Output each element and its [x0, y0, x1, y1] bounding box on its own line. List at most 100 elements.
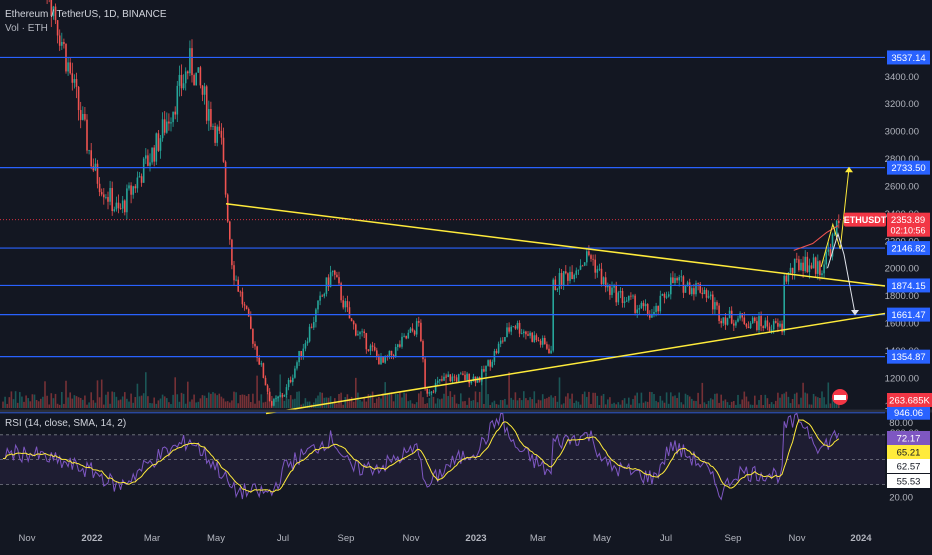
volume-bar	[306, 401, 309, 408]
volume-bar	[464, 401, 466, 408]
volume-bar	[294, 398, 296, 408]
volume-bar	[222, 398, 225, 408]
candle-body	[365, 333, 368, 350]
rsi-line	[2, 412, 840, 501]
volume-bar	[640, 392, 643, 408]
candle-body	[682, 276, 685, 293]
volume-bar	[380, 398, 382, 408]
candle-body	[739, 313, 741, 319]
candle-body	[632, 295, 634, 297]
candle-body	[357, 334, 359, 336]
volume-bar	[667, 403, 670, 408]
volume-bar	[226, 401, 229, 408]
candle-body	[817, 261, 819, 274]
candle-body	[451, 376, 454, 382]
candle-body	[586, 251, 588, 263]
candle-body	[491, 361, 494, 367]
volume-bar	[94, 402, 97, 408]
candle-body	[98, 183, 101, 193]
candle-body	[716, 302, 718, 306]
volume-bar	[287, 399, 290, 408]
volume-bar	[699, 404, 701, 408]
candle-body	[819, 261, 821, 276]
candle-body	[418, 321, 420, 323]
volume-bar	[98, 397, 101, 408]
volume-bar	[499, 399, 502, 408]
candle-body	[231, 239, 233, 266]
candle-body	[800, 262, 802, 271]
candle-body	[466, 373, 468, 380]
candle-body	[554, 279, 557, 290]
volume-bar	[539, 400, 542, 408]
candle-body	[424, 359, 426, 389]
rsi-value-label: 55.53	[897, 477, 921, 488]
candle-body	[163, 119, 166, 133]
candle-body	[684, 285, 687, 293]
volume-bar	[12, 399, 15, 408]
volume-bar	[649, 391, 651, 408]
candle-body	[142, 158, 145, 183]
volume-bar	[739, 404, 741, 408]
candle-body	[693, 288, 695, 295]
candle-body	[277, 396, 279, 399]
volume-bar	[730, 401, 733, 408]
candle-body	[531, 332, 533, 342]
candle-body	[657, 305, 659, 312]
volume-bar	[369, 394, 372, 408]
volume-bar	[145, 372, 147, 408]
candle-body	[653, 311, 655, 315]
volume-bar	[77, 397, 80, 408]
candle-body	[583, 262, 586, 266]
candle-body	[346, 301, 349, 308]
volume-bar	[604, 404, 607, 408]
volume-bar	[642, 402, 645, 408]
volume-bar	[682, 404, 685, 408]
volume-bar	[184, 403, 187, 408]
volume-bar	[558, 377, 561, 408]
volume-bar	[569, 398, 571, 408]
volume-bar	[56, 403, 59, 408]
volume-bar	[661, 400, 664, 408]
volume-bar	[445, 374, 447, 408]
candle-body	[294, 368, 296, 378]
candle-body	[594, 259, 596, 273]
candle-body	[327, 277, 330, 287]
candle-body	[287, 379, 290, 388]
candle-body	[260, 363, 263, 365]
volume-bar	[285, 395, 288, 408]
candle-body	[764, 320, 767, 328]
candle-body	[569, 271, 571, 281]
candle-body	[310, 326, 313, 328]
candle-body	[289, 379, 292, 383]
candle-body	[285, 387, 288, 396]
candle-body	[680, 276, 683, 278]
volume-bar	[247, 393, 250, 408]
volume-bar	[756, 404, 758, 408]
candle-body	[52, 6, 55, 17]
candle-body	[827, 249, 830, 252]
candle-body	[646, 304, 649, 314]
volume-bar	[367, 394, 370, 408]
volume-bar	[481, 375, 483, 408]
volume-bar	[296, 391, 298, 408]
candle-body	[806, 256, 809, 273]
candle-body	[378, 355, 380, 365]
candle-body	[443, 376, 445, 381]
volume-bar	[644, 401, 647, 408]
level-price-label: 3537.14	[891, 53, 925, 64]
candle-body	[193, 75, 195, 86]
candle-body	[388, 350, 391, 357]
volume-bar	[779, 397, 781, 408]
candle-body	[63, 42, 65, 44]
candle-body	[54, 6, 57, 21]
candle-body	[384, 355, 386, 363]
candle-body	[126, 188, 128, 213]
volume-bar	[174, 377, 176, 408]
candle-body	[611, 287, 613, 295]
volume-bar	[600, 395, 603, 408]
time-tick-label: May	[207, 533, 225, 544]
candle-body	[111, 188, 113, 212]
volume-layer	[2, 371, 840, 408]
candle-body	[86, 119, 88, 151]
